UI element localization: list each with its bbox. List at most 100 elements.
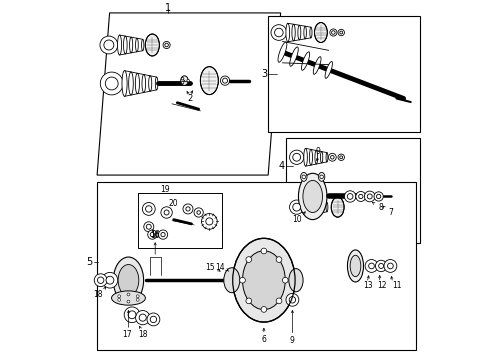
Ellipse shape [118, 35, 122, 55]
Ellipse shape [289, 269, 303, 292]
Text: 12: 12 [377, 281, 387, 290]
Ellipse shape [347, 250, 364, 282]
Ellipse shape [145, 34, 159, 56]
Circle shape [276, 298, 282, 304]
Circle shape [187, 79, 190, 82]
Circle shape [240, 277, 245, 283]
Circle shape [331, 156, 334, 159]
Ellipse shape [181, 76, 188, 85]
Circle shape [338, 154, 344, 161]
Ellipse shape [315, 23, 327, 42]
Circle shape [104, 40, 114, 50]
Circle shape [282, 277, 288, 283]
Text: 4: 4 [279, 161, 285, 171]
Ellipse shape [303, 180, 322, 212]
Circle shape [222, 78, 227, 83]
Text: 15: 15 [206, 263, 215, 272]
Circle shape [374, 192, 383, 201]
Ellipse shape [325, 62, 332, 78]
Ellipse shape [326, 203, 328, 212]
Circle shape [98, 277, 104, 283]
Circle shape [136, 295, 139, 298]
Text: 19: 19 [160, 185, 170, 194]
Ellipse shape [292, 24, 295, 41]
Circle shape [274, 28, 283, 37]
Ellipse shape [123, 36, 127, 54]
Ellipse shape [318, 172, 325, 181]
Ellipse shape [313, 57, 321, 74]
Circle shape [332, 31, 335, 34]
Circle shape [183, 204, 193, 214]
Text: 7: 7 [388, 208, 393, 217]
Circle shape [261, 307, 267, 312]
Circle shape [143, 203, 155, 215]
Circle shape [340, 156, 343, 159]
Ellipse shape [301, 52, 310, 70]
Circle shape [302, 175, 306, 179]
Circle shape [290, 150, 304, 165]
Circle shape [384, 260, 397, 273]
Ellipse shape [320, 152, 323, 163]
Ellipse shape [155, 77, 158, 90]
Ellipse shape [304, 26, 306, 39]
Ellipse shape [148, 76, 152, 91]
Circle shape [100, 72, 123, 95]
Ellipse shape [309, 149, 313, 165]
Text: 9: 9 [316, 147, 320, 156]
Ellipse shape [278, 42, 287, 62]
Ellipse shape [350, 255, 361, 276]
Circle shape [206, 218, 213, 225]
Circle shape [127, 293, 130, 296]
Text: 18: 18 [138, 330, 147, 339]
Text: 5: 5 [87, 257, 93, 267]
Circle shape [293, 203, 300, 211]
Circle shape [365, 191, 375, 202]
Ellipse shape [298, 25, 301, 40]
Ellipse shape [135, 73, 140, 94]
Circle shape [146, 206, 152, 212]
Circle shape [290, 200, 304, 214]
Text: 1: 1 [165, 3, 172, 13]
Text: 10: 10 [292, 215, 301, 224]
Ellipse shape [326, 153, 328, 162]
Circle shape [220, 76, 230, 85]
Bar [286, 138, 419, 243]
Ellipse shape [129, 72, 133, 95]
Ellipse shape [122, 71, 127, 96]
Text: 11: 11 [392, 281, 401, 290]
Circle shape [276, 257, 282, 262]
Circle shape [246, 298, 252, 304]
Ellipse shape [304, 198, 307, 216]
Circle shape [147, 313, 160, 326]
Ellipse shape [290, 47, 298, 66]
Circle shape [136, 310, 150, 325]
Circle shape [194, 208, 203, 217]
Text: 16: 16 [150, 231, 160, 240]
Circle shape [128, 311, 136, 319]
Circle shape [246, 257, 252, 262]
Ellipse shape [315, 150, 318, 164]
Circle shape [94, 274, 107, 287]
Circle shape [139, 314, 147, 321]
Text: 18: 18 [94, 290, 103, 299]
Circle shape [271, 25, 287, 40]
Circle shape [368, 263, 374, 269]
Ellipse shape [331, 197, 344, 217]
Ellipse shape [118, 265, 139, 296]
Circle shape [181, 81, 184, 84]
Ellipse shape [286, 23, 290, 42]
Ellipse shape [142, 75, 146, 93]
Text: 8: 8 [378, 203, 383, 212]
Circle shape [144, 222, 154, 232]
Circle shape [106, 276, 114, 284]
Text: 16: 16 [150, 230, 160, 239]
Circle shape [388, 263, 393, 269]
Circle shape [286, 293, 299, 306]
Circle shape [127, 300, 130, 303]
Circle shape [124, 307, 140, 323]
Text: 17: 17 [122, 330, 131, 339]
Circle shape [164, 210, 169, 215]
Circle shape [147, 224, 151, 229]
Circle shape [201, 213, 217, 229]
Circle shape [330, 29, 337, 36]
